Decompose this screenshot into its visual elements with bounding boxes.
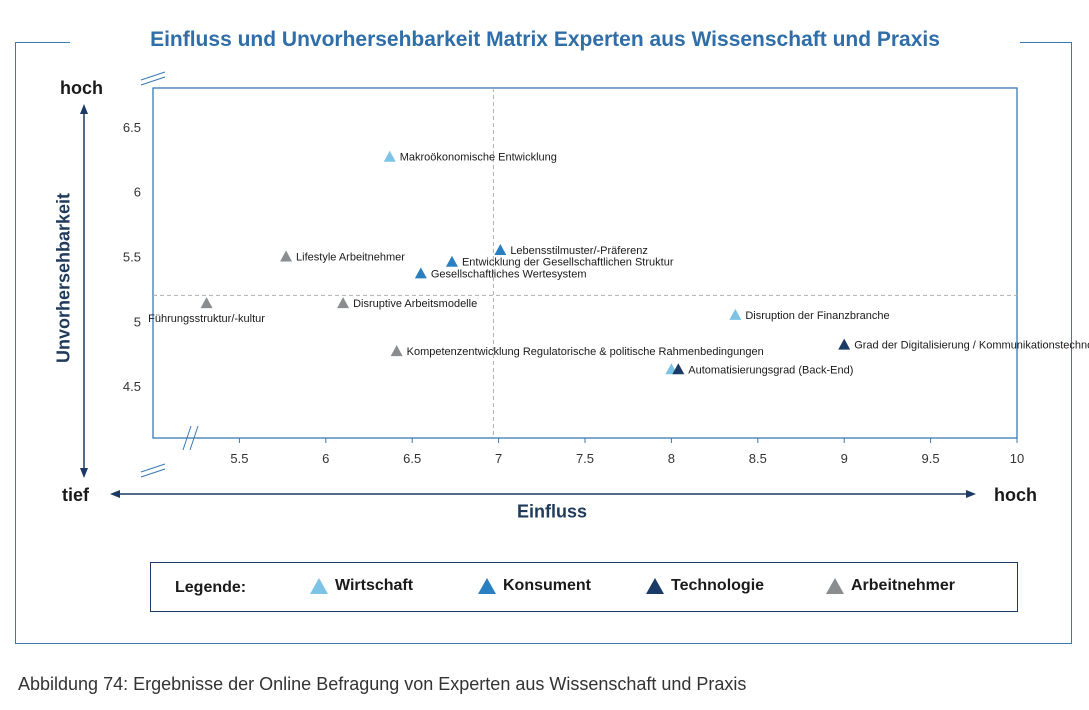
x-tick-label: 8.5: [749, 451, 767, 466]
data-point-label: Automatisierungsgrad (Back-End): [688, 364, 853, 376]
triangle-icon: [826, 578, 844, 594]
legend-title: Legende:: [175, 579, 247, 596]
data-point: [672, 363, 685, 375]
data-point: [280, 250, 293, 262]
x-tick-label: 8: [668, 451, 675, 466]
x-axis-title: Einfluss: [516, 501, 588, 522]
legend-label: Technologie: [671, 577, 765, 594]
data-point: [838, 338, 851, 350]
y-axis-break-bottom: [140, 463, 166, 473]
x-tick-label: 6.5: [403, 451, 421, 466]
data-point: [729, 308, 742, 320]
triangle-icon: [310, 578, 328, 594]
x-axis-break: [182, 425, 192, 451]
x-tick-label: 7.5: [576, 451, 594, 466]
data-point-label: Gesellschaftliches Wertesystem: [431, 268, 587, 280]
data-point-label: Entwicklung der Gesellschaftlichen Struk…: [462, 257, 674, 269]
data-point: [337, 297, 350, 309]
y-tick-label: 6.5: [123, 120, 141, 135]
chart-title: Einfluss und Unvorhersehbarkeit Matrix E…: [70, 28, 1020, 52]
x-axis-break: [189, 425, 199, 451]
legend-label: Konsument: [503, 577, 591, 594]
y-tick-label: 6: [134, 185, 141, 200]
x-axis-high-label: hoch: [994, 485, 1037, 505]
data-point: [494, 244, 507, 256]
x-tick-label: 9.5: [922, 451, 940, 466]
legend: Legende: Wirtschaft Konsument Technologi…: [150, 562, 1018, 612]
legend-label: Wirtschaft: [335, 577, 414, 594]
legend-item-technologie: Technologie: [645, 577, 764, 595]
x-tick-label: 6: [322, 451, 329, 466]
y-tick-label: 5: [134, 314, 141, 329]
data-point-label: Lifestyle Arbeitnehmer: [296, 252, 405, 264]
legend-item-wirtschaft: Wirtschaft: [309, 577, 413, 595]
y-tick-label: 4.5: [123, 379, 141, 394]
x-tick-label: 5.5: [230, 451, 248, 466]
y-axis-break-bottom: [140, 468, 166, 478]
figure-caption: Abbildung 74: Ergebnisse der Online Befr…: [18, 674, 747, 694]
triangle-icon: [478, 578, 496, 594]
x-axis-arrow: [110, 490, 976, 498]
y-axis-title: Unvorhersehbarkeit: [53, 192, 74, 364]
x-tick-label: 7: [495, 451, 502, 466]
y-axis-arrow: [80, 104, 88, 478]
x-tick-label: 9: [841, 451, 848, 466]
legend-label: Arbeitnehmer: [851, 577, 956, 594]
y-axis-break-top: [140, 76, 166, 86]
data-point-label: Lebensstilmuster/-Präferenz: [510, 245, 648, 257]
data-point-label: Grad der Digitalisierung / Kommunikation…: [854, 340, 1089, 352]
data-point: [390, 345, 403, 357]
data-point-label: Makroökonomische Entwicklung: [400, 152, 557, 164]
y-axis-break-top: [140, 71, 166, 81]
x-tick-label: 10: [1010, 451, 1024, 466]
data-point: [414, 267, 427, 279]
y-axis-low-label: tief: [62, 485, 89, 505]
triangle-icon: [646, 578, 664, 594]
data-point: [445, 255, 458, 267]
data-point-label: Kompetenzentwicklung Regulatorische & po…: [407, 346, 764, 358]
y-axis-high-label: hoch: [60, 78, 103, 98]
data-point: [200, 297, 213, 309]
data-point-label: Führungsstruktur/-kultur: [148, 313, 265, 325]
y-tick-label: 5.5: [123, 250, 141, 265]
legend-item-arbeitnehmer: Arbeitnehmer: [825, 577, 955, 595]
data-point: [383, 150, 396, 162]
data-point-label: Disruptive Arbeitsmodelle: [353, 298, 477, 310]
data-point-label: Disruption der Finanzbranche: [745, 310, 889, 322]
legend-item-konsument: Konsument: [477, 577, 591, 595]
